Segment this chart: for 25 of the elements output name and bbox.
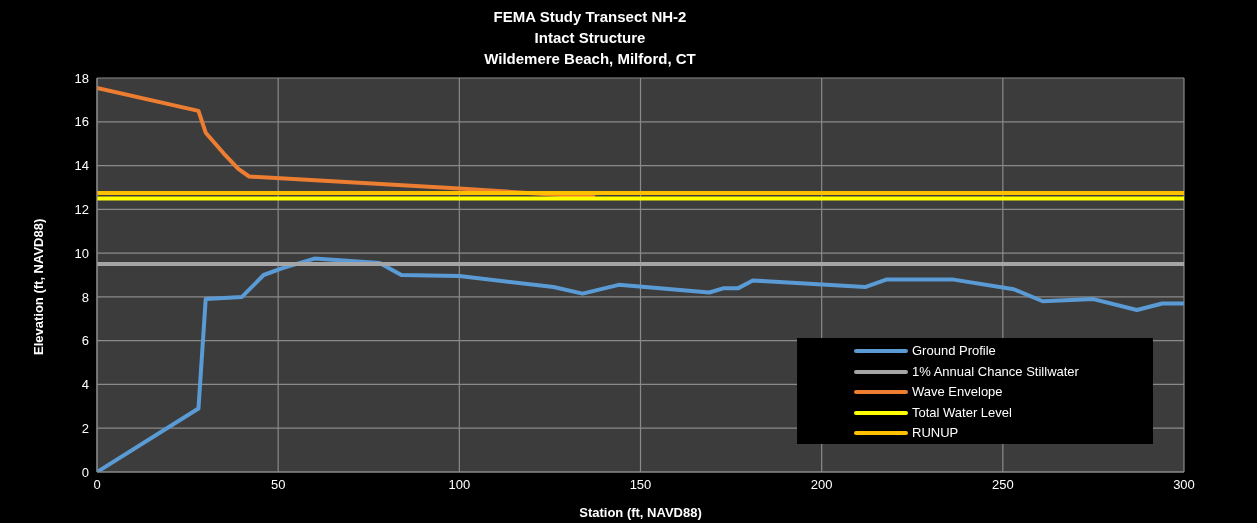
y-tick-label: 6 [81, 333, 89, 349]
x-tick-label: 150 [629, 477, 652, 493]
y-tick-label: 14 [74, 158, 89, 174]
x-tick-label: 50 [270, 477, 286, 493]
x-tick-label: 300 [1173, 477, 1195, 493]
x-tick-label: 100 [448, 477, 471, 493]
legend-label: Ground Profile [912, 342, 996, 360]
y-tick-label: 18 [74, 70, 89, 86]
legend-label: 1% Annual Chance Stillwater [912, 362, 1079, 381]
y-tick-label: 12 [74, 201, 89, 217]
y-tick-label: 10 [74, 245, 89, 261]
y-tick-label: 8 [81, 289, 89, 305]
y-tick-label: 0 [81, 464, 89, 480]
chart-title: FEMA Study Transect NH-2 Intact Structure Wildemere Beach, Milford, CT [483, 7, 697, 69]
y-tick-label: 16 [74, 114, 89, 130]
legend-label: Wave Envelope [912, 383, 1003, 401]
y-axis-title: Elevation (ft, NAVD88) [30, 218, 46, 355]
y-tick-label: 4 [81, 377, 89, 393]
y-tick-label: 2 [81, 420, 89, 436]
x-tick-label: 0 [93, 477, 101, 493]
legend-label: Total Water Level [912, 403, 1012, 422]
x-tick-label: 250 [991, 477, 1014, 493]
legend-label: RUNUP [912, 424, 959, 442]
x-tick-label: 200 [810, 477, 833, 493]
x-axis-title: Station (ft, NAVD88) [579, 505, 702, 520]
